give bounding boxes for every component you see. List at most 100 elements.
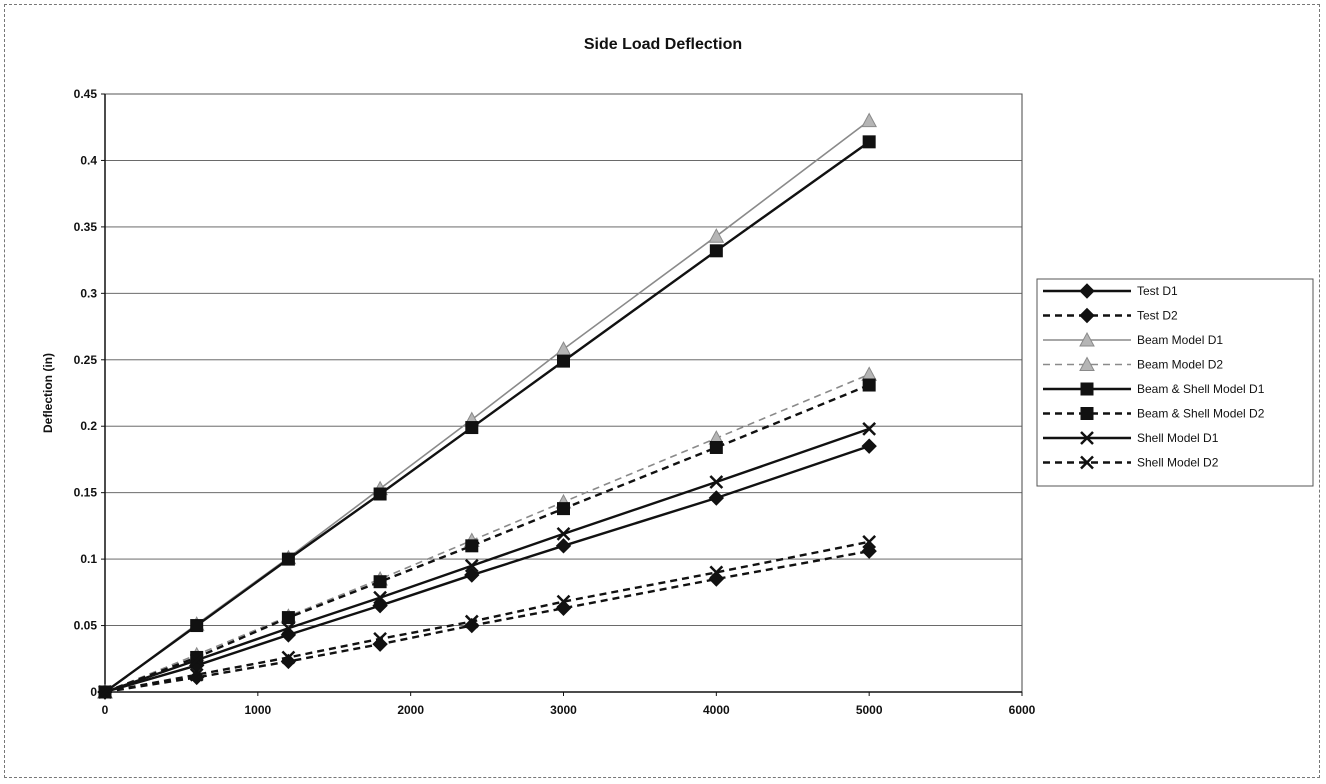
data-point [189, 653, 204, 667]
legend-label: Test D1 [1137, 284, 1178, 298]
series-line [104, 427, 870, 694]
x-tick-label: 1000 [244, 703, 271, 717]
data-point [861, 543, 877, 559]
x-tick-label: 4000 [703, 703, 730, 717]
legend-label: Shell Model D2 [1137, 456, 1219, 470]
legend-marker [1080, 407, 1094, 420]
legend-item-5: Beam & Shell Model D2 [1043, 407, 1265, 421]
x-tick-label: 0 [102, 703, 109, 717]
data-point [373, 575, 387, 589]
data-point [555, 341, 572, 356]
legend-marker [1079, 356, 1095, 371]
data-point [862, 421, 877, 436]
series-line [104, 540, 870, 694]
data-point [709, 565, 724, 580]
y-tick-label: 0.3 [80, 286, 97, 300]
data-point [709, 244, 723, 258]
data-point [190, 619, 204, 633]
data-point [708, 228, 725, 243]
legend-label: Beam Model D2 [1137, 358, 1223, 372]
series-0 [97, 438, 877, 700]
data-point [861, 438, 877, 454]
chart-frame [4, 4, 1320, 778]
x-tick-label: 6000 [1009, 703, 1036, 717]
data-point [372, 597, 388, 614]
data-point [555, 538, 572, 554]
chart-title: Side Load Deflection [583, 36, 743, 53]
data-point [373, 487, 387, 501]
x-tick-label: 2000 [397, 703, 424, 717]
legend-marker [1079, 331, 1095, 347]
data-point [281, 552, 295, 566]
series-line [104, 445, 870, 694]
data-point [862, 378, 876, 392]
y-tick-label: 0.35 [74, 220, 98, 234]
legend-marker [1080, 455, 1094, 470]
legend-item-1: Test D2 [1043, 307, 1178, 324]
data-point [557, 502, 570, 516]
legend-marker [1080, 382, 1094, 396]
data-point [709, 475, 724, 489]
data-point [709, 440, 723, 454]
data-point [189, 667, 204, 682]
legend-label: Beam & Shell Model D2 [1137, 407, 1265, 421]
y-tick-label: 0.2 [80, 419, 97, 433]
series-4 [98, 135, 876, 699]
data-point [556, 594, 571, 609]
x-tick-label: 5000 [856, 703, 883, 717]
y-tick-label: 0.45 [74, 87, 98, 101]
y-tick-label: 0.05 [74, 619, 98, 633]
legend-label: Beam Model D1 [1137, 333, 1223, 347]
series-line [104, 140, 870, 693]
data-point [464, 614, 479, 629]
data-point [861, 112, 878, 128]
series-line [104, 549, 870, 694]
data-point [861, 366, 878, 381]
legend-marker [1080, 431, 1094, 445]
series-line [104, 119, 870, 693]
y-tick-label: 0.15 [74, 486, 98, 500]
data-point [281, 611, 295, 625]
data-point [464, 567, 480, 583]
y-tick-label: 0.25 [74, 353, 98, 367]
series-1 [97, 543, 877, 700]
data-point [557, 354, 570, 368]
series-7 [98, 534, 877, 699]
y-tick-label: 0.1 [80, 552, 97, 566]
y-tick-label: 0 [90, 685, 97, 699]
legend-item-2: Beam Model D1 [1043, 331, 1223, 347]
data-point [464, 617, 480, 634]
legend-item-3: Beam Model D2 [1043, 356, 1223, 372]
series-6 [98, 421, 877, 699]
data-point [98, 685, 112, 699]
data-point [708, 490, 725, 506]
data-point [862, 135, 876, 149]
legend-label: Test D2 [1137, 309, 1178, 323]
data-point [556, 526, 571, 541]
data-point [281, 650, 296, 665]
data-point [281, 621, 296, 636]
data-point [465, 421, 479, 435]
legend-item-4: Beam & Shell Model D1 [1043, 382, 1265, 396]
data-point [862, 534, 877, 549]
data-point [373, 631, 387, 646]
series-line [104, 373, 870, 693]
legend-item-7: Shell Model D2 [1043, 456, 1219, 470]
x-tick-label: 3000 [550, 703, 577, 717]
legend-item-0: Test D1 [1043, 283, 1178, 299]
legend-item-6: Shell Model D1 [1043, 431, 1219, 445]
data-point [465, 539, 479, 553]
legend-label: Beam & Shell Model D1 [1137, 382, 1265, 396]
series-2 [97, 112, 878, 699]
y-tick-label: 0.4 [80, 153, 97, 167]
legend-marker [1079, 307, 1095, 324]
y-axis-label: Deflection (in) [41, 353, 55, 433]
series-5 [98, 378, 876, 699]
legend-label: Shell Model D1 [1137, 431, 1219, 445]
series-line [104, 383, 870, 694]
data-point [373, 590, 387, 605]
data-point [188, 669, 205, 686]
data-point [464, 558, 479, 573]
legend-marker [1079, 283, 1095, 299]
